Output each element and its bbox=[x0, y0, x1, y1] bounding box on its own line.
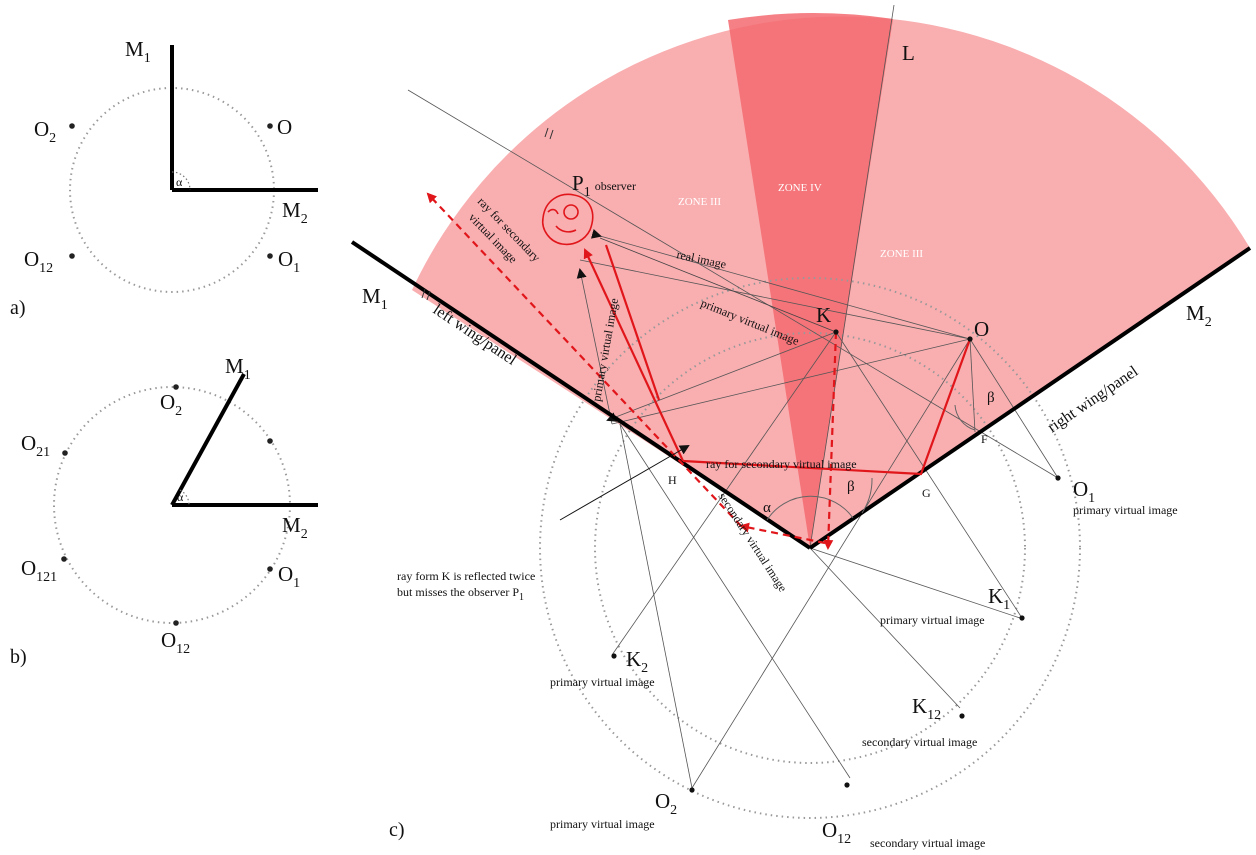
annotation-pointer bbox=[559, 444, 690, 521]
label-g: G bbox=[922, 486, 931, 500]
note-k1: primary virtual image bbox=[880, 613, 985, 627]
circle-o bbox=[539, 277, 1081, 819]
label-f: F bbox=[981, 432, 988, 446]
mirror-m2 bbox=[808, 246, 1252, 550]
label-k1: K1 bbox=[988, 584, 1010, 613]
zone-label-iv: ZONE IV bbox=[778, 182, 822, 194]
label-o2: O2 bbox=[34, 117, 56, 146]
label-o1: O1 bbox=[278, 562, 300, 591]
label-o21: O21 bbox=[21, 431, 50, 460]
zone-label-iii-left: ZONE III bbox=[678, 196, 721, 208]
label-o2: O2 bbox=[160, 390, 182, 419]
panel-a: α M1 M2 O O2 O12 O1 a) bbox=[10, 37, 318, 319]
label-m1: M1 bbox=[362, 284, 388, 313]
angle-arc bbox=[179, 489, 190, 506]
zone-label-iii-right: ZONE III bbox=[880, 248, 923, 260]
note-o1: primary virtual image bbox=[1073, 503, 1178, 517]
label-o1: O1 bbox=[1073, 477, 1095, 506]
point-o12 bbox=[844, 782, 850, 788]
note-k2: primary virtual image bbox=[550, 675, 655, 689]
real-image-ray bbox=[599, 237, 837, 333]
angle-alpha: α bbox=[177, 490, 184, 504]
point-o12 bbox=[173, 620, 179, 626]
point-o21 bbox=[62, 450, 68, 456]
label-beta-2: β bbox=[987, 390, 995, 406]
point-k bbox=[833, 329, 839, 335]
label-o12: O12 bbox=[24, 247, 53, 276]
label-m2: M2 bbox=[282, 513, 308, 542]
note-o12: secondary virtual image bbox=[870, 836, 985, 850]
point-o12 bbox=[69, 253, 75, 259]
point-o bbox=[967, 336, 973, 342]
point-o121 bbox=[61, 556, 67, 562]
label-k2: K2 bbox=[626, 647, 648, 676]
label-h: H bbox=[668, 473, 677, 487]
beta-arc bbox=[861, 477, 873, 514]
label-m1: M1 bbox=[125, 37, 151, 66]
label-o2: O2 bbox=[655, 789, 677, 818]
annotation-line-1: ray form K is reflected twice bbox=[397, 569, 535, 583]
panel-b-letter: b) bbox=[10, 646, 27, 668]
mirror-m1 bbox=[170, 373, 246, 506]
red-rays bbox=[426, 192, 972, 550]
panel-c-letter: c) bbox=[389, 819, 405, 841]
label-secondary-ray-bottom: ray for secondary virtual image bbox=[706, 457, 857, 471]
label-k12: K12 bbox=[912, 694, 941, 723]
point-o1 bbox=[267, 253, 273, 259]
point-o1 bbox=[267, 566, 273, 572]
observer-icon bbox=[541, 193, 594, 246]
label-m2: M2 bbox=[282, 198, 308, 227]
label-o12: O12 bbox=[822, 818, 851, 847]
point-k2 bbox=[611, 653, 617, 659]
label-m2: M2 bbox=[1186, 301, 1212, 330]
point-o2 bbox=[69, 123, 75, 129]
note-k12: secondary virtual image bbox=[862, 735, 977, 749]
point-o2 bbox=[689, 787, 695, 793]
point-k12 bbox=[959, 713, 965, 719]
label-l: L bbox=[902, 41, 915, 65]
label-o: O bbox=[277, 115, 292, 139]
point-k1 bbox=[1019, 615, 1025, 621]
point-o bbox=[267, 123, 273, 129]
tick-marks bbox=[421, 127, 554, 301]
points bbox=[611, 329, 1061, 793]
mirror-m1 bbox=[350, 240, 812, 550]
note-o2: primary virtual image bbox=[550, 817, 655, 831]
point-o2 bbox=[173, 384, 179, 390]
label-m1: M1 bbox=[225, 354, 251, 383]
label-o12: O12 bbox=[161, 628, 190, 657]
label-observer: P1 observer bbox=[572, 171, 636, 200]
point-o1 bbox=[1055, 475, 1061, 481]
label-o121: O121 bbox=[21, 556, 57, 585]
circle-k bbox=[594, 332, 1026, 764]
alpha-arc bbox=[766, 495, 854, 521]
point-o bbox=[267, 438, 273, 444]
panel-a-letter: a) bbox=[10, 297, 26, 319]
angle-alpha: α bbox=[176, 175, 183, 189]
label-k: K bbox=[816, 303, 831, 327]
label-o: O bbox=[974, 317, 989, 341]
label-beta: β bbox=[847, 479, 855, 495]
annotation-line-2: but misses the observer P1 bbox=[397, 585, 524, 603]
label-o1: O1 bbox=[278, 247, 300, 276]
construction-lines bbox=[407, 4, 1059, 789]
beta-arc-2 bbox=[954, 404, 976, 431]
label-alpha: α bbox=[763, 500, 771, 516]
panel-b: α M1 M2 O2 O21 O121 O12 O1 b) bbox=[10, 354, 318, 668]
zone-iv-wedge bbox=[728, 13, 893, 548]
panel-c: ZONE III ZONE IV ZONE III L P1 observer M… bbox=[350, 4, 1252, 850]
